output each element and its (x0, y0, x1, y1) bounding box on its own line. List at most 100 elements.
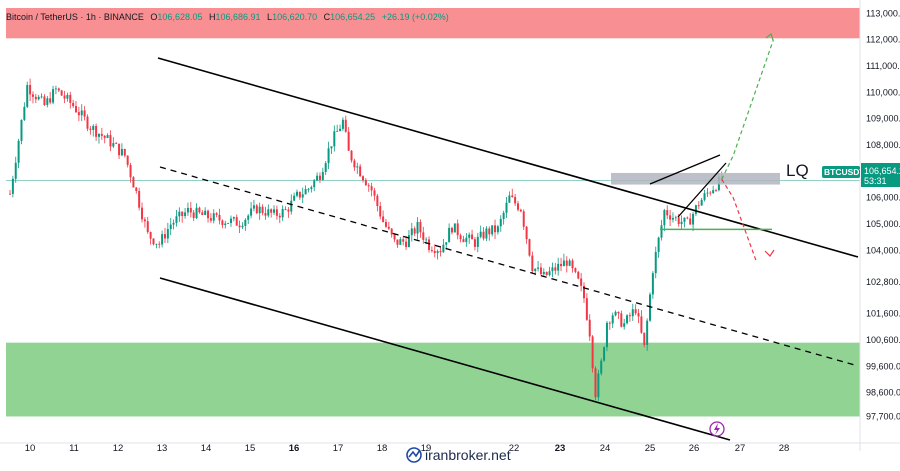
candle (97, 133, 100, 144)
candle (166, 222, 169, 244)
candle (591, 335, 594, 373)
candle (583, 282, 585, 303)
candle (671, 212, 674, 223)
support-zone (6, 342, 860, 417)
candle (715, 188, 718, 193)
candle (568, 258, 571, 267)
candle (155, 243, 158, 249)
candle (293, 192, 296, 202)
candle (634, 304, 637, 316)
candle (508, 191, 511, 203)
candle (574, 267, 577, 274)
candle (373, 187, 376, 201)
liquidity-zone (611, 172, 780, 185)
candle (324, 160, 327, 175)
candle (52, 85, 55, 105)
candle (63, 90, 66, 104)
candle (66, 92, 69, 102)
candle (318, 172, 321, 184)
channel-upper-line (157, 57, 859, 258)
candle (29, 78, 32, 102)
candle (502, 210, 505, 225)
candle (284, 206, 287, 211)
candle (330, 146, 333, 155)
candle (367, 183, 370, 192)
price-tick-label: 109,000.00 (866, 114, 900, 124)
candle (640, 310, 643, 334)
candle (80, 104, 83, 122)
time-tick-label: 28 (779, 443, 790, 454)
candle (89, 126, 92, 135)
candle (376, 193, 379, 212)
candle (479, 225, 482, 239)
candle (146, 216, 149, 234)
price-axis[interactable]: 113,000.00 112,000.00 111,000.00 110,000.00… (859, 0, 900, 451)
candle (456, 219, 459, 240)
candle (628, 312, 631, 322)
candle (83, 106, 86, 121)
candle (683, 217, 686, 228)
candle (554, 262, 557, 275)
candle (422, 226, 425, 244)
candle (571, 258, 574, 273)
candle (149, 231, 152, 245)
time-axis[interactable]: 10 11 12 13 14 15 16 17 18 19 22 23 24 25 26 27 28 (0, 442, 900, 454)
candle (448, 223, 451, 243)
candle (496, 224, 499, 235)
candle (135, 186, 138, 194)
bearish-projection-path (721, 178, 757, 262)
candle (336, 124, 339, 132)
candle (250, 202, 253, 219)
candle (304, 185, 307, 195)
candle (548, 266, 551, 277)
candle (316, 172, 319, 182)
candle (252, 199, 255, 212)
candle (57, 87, 60, 93)
candle (519, 208, 522, 213)
candle (379, 201, 382, 220)
candle (485, 226, 488, 242)
ticker-badge-label: BTCUSDT (824, 167, 865, 177)
candle (545, 271, 548, 276)
candle (407, 229, 410, 248)
candle (608, 321, 611, 331)
candle (611, 312, 614, 329)
candle (669, 210, 672, 226)
candle (531, 251, 534, 274)
candle (416, 217, 419, 240)
candle (430, 246, 433, 253)
price-tick-label: 108,000.00 (866, 140, 900, 150)
candle (706, 187, 709, 197)
price-tick-label: 113,000.00 (866, 8, 900, 18)
candle (462, 235, 465, 243)
channel-lower-line (159, 277, 731, 441)
candle (476, 232, 479, 253)
candle (339, 124, 342, 132)
price-tick-label: 112,000.00 (866, 35, 900, 45)
candle (86, 114, 89, 132)
resistance-zone (6, 8, 860, 39)
candle (327, 141, 330, 170)
iranbroker-logo-icon (406, 447, 422, 463)
candle (313, 178, 316, 192)
candle (307, 187, 310, 193)
candle (192, 209, 195, 222)
candle (654, 246, 657, 279)
last-price-label: 106,654.25 (864, 166, 900, 176)
lightning-icon[interactable] (709, 421, 725, 437)
candle (465, 232, 468, 247)
candle (356, 162, 359, 174)
price-tick-label: 110,000.00 (866, 87, 900, 97)
candle (46, 95, 49, 108)
candle (310, 185, 313, 193)
candle (347, 126, 350, 151)
candle (175, 210, 178, 227)
candle (273, 205, 276, 216)
candle (72, 99, 75, 108)
candle (439, 246, 442, 257)
candle (106, 133, 109, 139)
time-tick-label: 15 (245, 443, 256, 454)
candle (525, 225, 528, 244)
candle (163, 227, 166, 244)
